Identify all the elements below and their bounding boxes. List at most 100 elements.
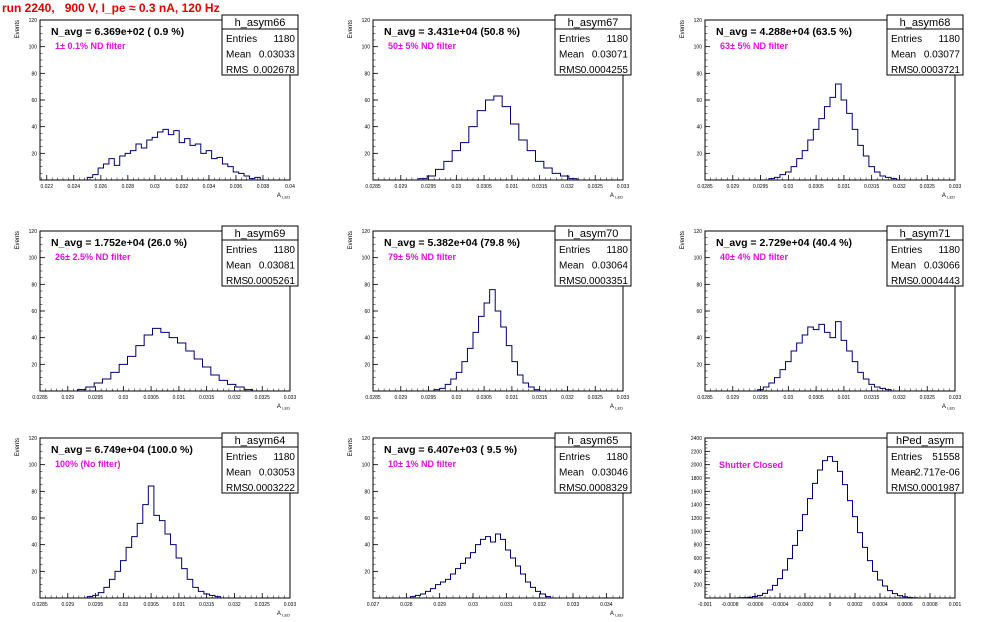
histogram-bin: [783, 570, 788, 598]
histogram-bin: [171, 545, 177, 598]
stats-box: [886, 432, 964, 494]
x-tick-label: 0.0305: [808, 184, 824, 190]
stat-value: 0.002678: [253, 65, 295, 76]
stat-label: Entries: [891, 34, 922, 45]
histogram-bin: [176, 558, 182, 598]
y-tick-label: 60: [364, 98, 370, 104]
histogram-name: h_asym66: [235, 17, 286, 29]
x-tick-label: 0.0305: [143, 602, 159, 608]
y-tick-label: 120: [694, 229, 703, 235]
stat-label: Mean: [226, 50, 251, 61]
x-tick-label: 0.0315: [864, 184, 880, 190]
y-tick-label: 2000: [691, 463, 702, 469]
histogram-bin: [421, 594, 426, 598]
x-axis-title: A LED: [942, 404, 955, 411]
navg-box: [377, 443, 560, 456]
navg-label: N_avg = 2.729e+04 (40.4 %): [716, 237, 852, 249]
filter-annotation: 79± 5% ND filter: [388, 252, 456, 262]
histogram-bin: [137, 523, 143, 598]
histogram-bin: [797, 343, 803, 391]
x-axis-title: A LED: [277, 404, 290, 411]
x-tick-label: 0.04: [285, 184, 295, 190]
histogram-bin: [843, 485, 848, 598]
stat-label: Mean: [559, 50, 584, 61]
histogram-bin: [813, 330, 819, 391]
y-tick-label: 80: [696, 282, 702, 288]
y-tick-label: 60: [364, 516, 370, 522]
histogram-bin: [165, 534, 171, 598]
histogram-bin: [182, 569, 188, 598]
histogram-bin: [818, 470, 823, 598]
histogram-bin: [847, 351, 853, 391]
x-tick-label: 0.0305: [143, 395, 159, 401]
y-tick-label: 120: [29, 18, 38, 24]
histogram-bin: [484, 303, 490, 391]
histogram-bin: [793, 545, 798, 598]
stats-box: [221, 432, 299, 494]
stats-box: [554, 225, 632, 287]
histogram-bin: [158, 132, 163, 180]
x-tick-label: 0.03: [118, 395, 128, 401]
y-tick-label: 40: [364, 125, 370, 131]
histogram-bin: [529, 387, 535, 391]
stats-box: [221, 225, 299, 287]
y-tick-label: 40: [364, 543, 370, 549]
histogram-bin: [521, 574, 526, 598]
y-tick-label: 100: [29, 256, 38, 262]
y-tick-label: 60: [31, 309, 37, 315]
histogram-bin: [120, 156, 125, 180]
x-tick-label: 0.032: [228, 602, 241, 608]
y-tick-label: 60: [31, 516, 37, 522]
filter-annotation: 100% (No filter): [55, 459, 121, 469]
y-tick-label: 100: [29, 463, 38, 469]
y-tick-label: 1800: [691, 476, 702, 482]
histogram-bin: [541, 594, 546, 598]
x-tick-label: 0.0325: [255, 602, 271, 608]
x-tick-label: 0.031: [500, 602, 513, 608]
x-tick-label: 0.0315: [532, 395, 548, 401]
navg-label: N_avg = 1.752e+04 (26.0 %): [51, 237, 187, 249]
x-axis-title: A LED: [610, 193, 623, 200]
x-tick-label: 0.0325: [588, 395, 604, 401]
stats-box: [554, 14, 632, 76]
x-tick-label: -0.001: [698, 602, 712, 608]
y-tick-label: 600: [694, 556, 703, 562]
y-tick-label: 800: [694, 543, 703, 549]
histogram-bin: [128, 356, 136, 391]
histogram-series-line: [418, 95, 578, 180]
y-tick-label: 100: [694, 256, 703, 262]
histogram-bin: [136, 144, 141, 180]
histogram-bin: [813, 483, 818, 598]
histogram-bin: [830, 338, 836, 391]
y-tick-label: 20: [31, 151, 37, 157]
histogram-bin: [798, 531, 803, 598]
navg-box: [377, 236, 560, 249]
x-tick-label: 0.027: [367, 602, 380, 608]
histogram-bin: [496, 534, 501, 598]
stat-label: RMS: [559, 483, 582, 494]
x-tick-label: 0.0295: [753, 395, 769, 401]
x-tick-label: 0.03: [451, 395, 461, 401]
x-tick-label: 0.034: [203, 184, 216, 190]
x-tick-label: 0.032: [228, 395, 241, 401]
stat-label: Entries: [226, 34, 257, 45]
stat-value: 0.0001987: [913, 483, 961, 494]
histogram-bin: [506, 346, 512, 391]
stat-value: 1180: [938, 34, 960, 45]
stats-box: [221, 14, 299, 76]
x-tick-label: 0.0008: [922, 602, 938, 608]
histogram-bin: [490, 290, 496, 391]
histogram-bin: [186, 351, 194, 391]
stats-box: [886, 14, 964, 76]
stat-label: Entries: [226, 245, 257, 256]
histogram-series-line: [77, 327, 253, 391]
histogram-bin: [836, 322, 842, 391]
x-tick-label: 0.029: [433, 602, 446, 608]
histogram-bin: [466, 558, 471, 598]
histogram-bin: [461, 143, 469, 180]
x-tick-label: 0.031: [838, 184, 851, 190]
histogram-series-line: [86, 485, 222, 598]
histogram-panel: 20 40 60 80 100 120 0.0285 0.029 0.0295 0.03 0.030…: [680, 14, 964, 200]
x-tick-label: 0.0295: [421, 395, 437, 401]
histogram-series-line: [410, 533, 551, 598]
